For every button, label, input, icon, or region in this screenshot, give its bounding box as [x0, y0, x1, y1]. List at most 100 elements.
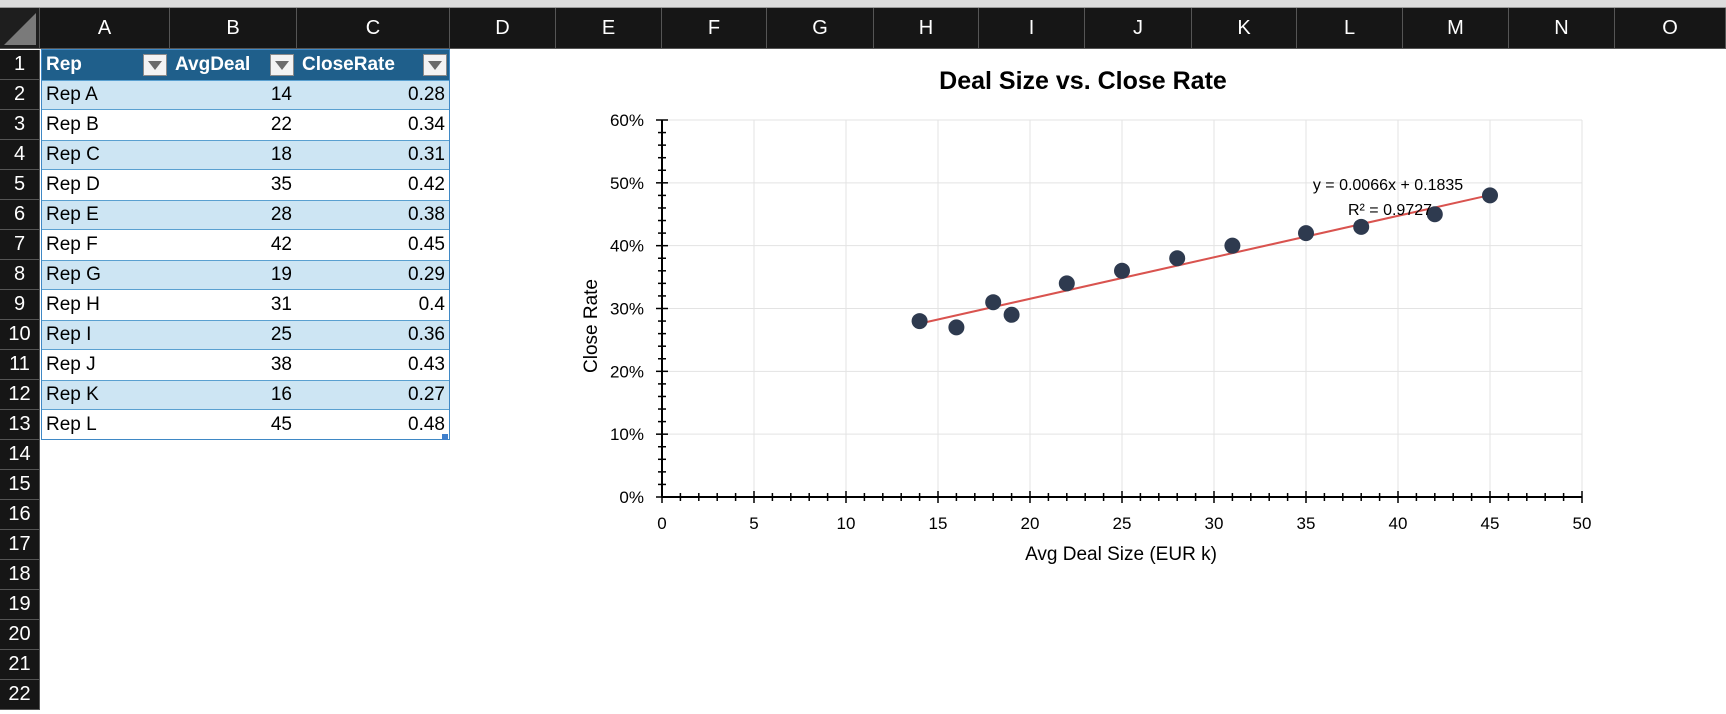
row-header-7[interactable]: 7 [0, 230, 40, 260]
column-header-i[interactable]: I [979, 8, 1085, 49]
chart-axes [656, 119, 1583, 503]
row-header-1[interactable]: 1 [0, 50, 40, 80]
table-cell[interactable]: 0.43 [297, 350, 450, 380]
table-cell[interactable]: Rep E [41, 200, 170, 230]
row-header-22[interactable]: 22 [0, 680, 40, 710]
table-cell[interactable]: 0.48 [297, 410, 450, 440]
row-header-20[interactable]: 20 [0, 620, 40, 650]
column-header-l[interactable]: L [1297, 8, 1403, 49]
table-resize-handle[interactable] [442, 434, 448, 440]
column-header-f[interactable]: F [662, 8, 767, 49]
data-point[interactable] [1482, 187, 1498, 204]
column-header-e[interactable]: E [556, 8, 662, 49]
data-point[interactable] [985, 294, 1002, 311]
row-header-9[interactable]: 9 [0, 290, 40, 320]
x-tick-label: 40 [1389, 514, 1408, 533]
table-cell[interactable]: 0.42 [297, 170, 450, 200]
table-cell[interactable]: 45 [170, 410, 297, 440]
table-cell[interactable]: 0.28 [297, 80, 450, 110]
table-cell[interactable]: 0.38 [297, 200, 450, 230]
row-header-11[interactable]: 11 [0, 350, 40, 380]
row-header-12[interactable]: 12 [0, 380, 40, 410]
row-header-8[interactable]: 8 [0, 260, 40, 290]
chart-title: Deal Size vs. Close Rate [939, 67, 1227, 95]
table-cell[interactable]: 28 [170, 200, 297, 230]
select-all-corner[interactable] [0, 8, 40, 49]
row-header-17[interactable]: 17 [0, 530, 40, 560]
x-tick-label: 20 [1021, 514, 1040, 533]
column-header-d[interactable]: D [450, 8, 556, 49]
table-cell[interactable]: 0.36 [297, 320, 450, 350]
data-point[interactable] [1224, 237, 1241, 254]
data-point[interactable] [1114, 262, 1130, 279]
row-header-2[interactable]: 2 [0, 80, 40, 110]
row-header-6[interactable]: 6 [0, 200, 40, 230]
table-cell[interactable]: Rep A [41, 80, 170, 110]
table-cell[interactable]: 38 [170, 350, 297, 380]
table-cell[interactable]: 0.29 [297, 260, 450, 290]
table-cell[interactable]: 0.31 [297, 140, 450, 170]
table-cell[interactable]: Rep K [41, 380, 170, 410]
column-header-b[interactable]: B [170, 8, 297, 49]
table-cell[interactable]: Rep G [41, 260, 170, 290]
filter-dropdown-closerate[interactable] [423, 54, 447, 76]
x-tick-label: 10 [837, 514, 856, 533]
data-point[interactable] [1353, 218, 1370, 235]
table-cell[interactable]: 31 [170, 290, 297, 320]
row-header-4[interactable]: 4 [0, 140, 40, 170]
row-header-18[interactable]: 18 [0, 560, 40, 590]
row-header-13[interactable]: 13 [0, 410, 40, 440]
row-header-16[interactable]: 16 [0, 500, 40, 530]
table-cell[interactable]: 16 [170, 380, 297, 410]
row-header-19[interactable]: 19 [0, 590, 40, 620]
data-point[interactable] [1426, 206, 1443, 223]
row-header-3[interactable]: 3 [0, 110, 40, 140]
table-cell[interactable]: Rep J [41, 350, 170, 380]
column-header-c[interactable]: C [297, 8, 450, 49]
x-tick-label: 15 [929, 514, 948, 533]
table-cell[interactable]: 19 [170, 260, 297, 290]
data-point[interactable] [1058, 275, 1075, 292]
column-header-h[interactable]: H [874, 8, 979, 49]
table-cell[interactable]: 22 [170, 110, 297, 140]
column-header-a[interactable]: A [40, 8, 170, 49]
column-header-o[interactable]: O [1615, 8, 1726, 49]
table-cell[interactable]: Rep L [41, 410, 170, 440]
table-cell[interactable]: Rep H [41, 290, 170, 320]
data-point[interactable] [1003, 306, 1020, 323]
chevron-down-icon [275, 60, 289, 70]
x-tick-label: 5 [749, 514, 758, 533]
filter-dropdown-avgdeal[interactable] [270, 54, 294, 76]
table-cell[interactable]: 0.45 [297, 230, 450, 260]
column-header-k[interactable]: K [1192, 8, 1297, 49]
x-tick-label: 25 [1113, 514, 1132, 533]
table-cell[interactable]: 42 [170, 230, 297, 260]
filter-dropdown-rep[interactable] [143, 54, 167, 76]
table-cell[interactable]: Rep I [41, 320, 170, 350]
row-header-15[interactable]: 15 [0, 470, 40, 500]
row-header-21[interactable]: 21 [0, 650, 40, 680]
column-header-j[interactable]: J [1085, 8, 1192, 49]
table-cell[interactable]: Rep B [41, 110, 170, 140]
data-point[interactable] [948, 319, 965, 336]
column-header-n[interactable]: N [1509, 8, 1615, 49]
column-header-m[interactable]: M [1403, 8, 1509, 49]
row-header-5[interactable]: 5 [0, 170, 40, 200]
data-point[interactable] [1298, 225, 1314, 242]
table-cell[interactable]: Rep D [41, 170, 170, 200]
chart-gridlines [662, 119, 1583, 497]
data-point[interactable] [1169, 250, 1186, 267]
column-header-g[interactable]: G [767, 8, 874, 49]
row-header-10[interactable]: 10 [0, 320, 40, 350]
table-cell[interactable]: 35 [170, 170, 297, 200]
table-cell[interactable]: Rep F [41, 230, 170, 260]
table-cell[interactable]: 14 [170, 80, 297, 110]
table-cell[interactable]: 0.34 [297, 110, 450, 140]
data-point[interactable] [911, 313, 928, 330]
table-cell[interactable]: 0.4 [297, 290, 450, 320]
table-cell[interactable]: 0.27 [297, 380, 450, 410]
table-cell[interactable]: 25 [170, 320, 297, 350]
table-cell[interactable]: Rep C [41, 140, 170, 170]
row-header-14[interactable]: 14 [0, 440, 40, 470]
table-cell[interactable]: 18 [170, 140, 297, 170]
